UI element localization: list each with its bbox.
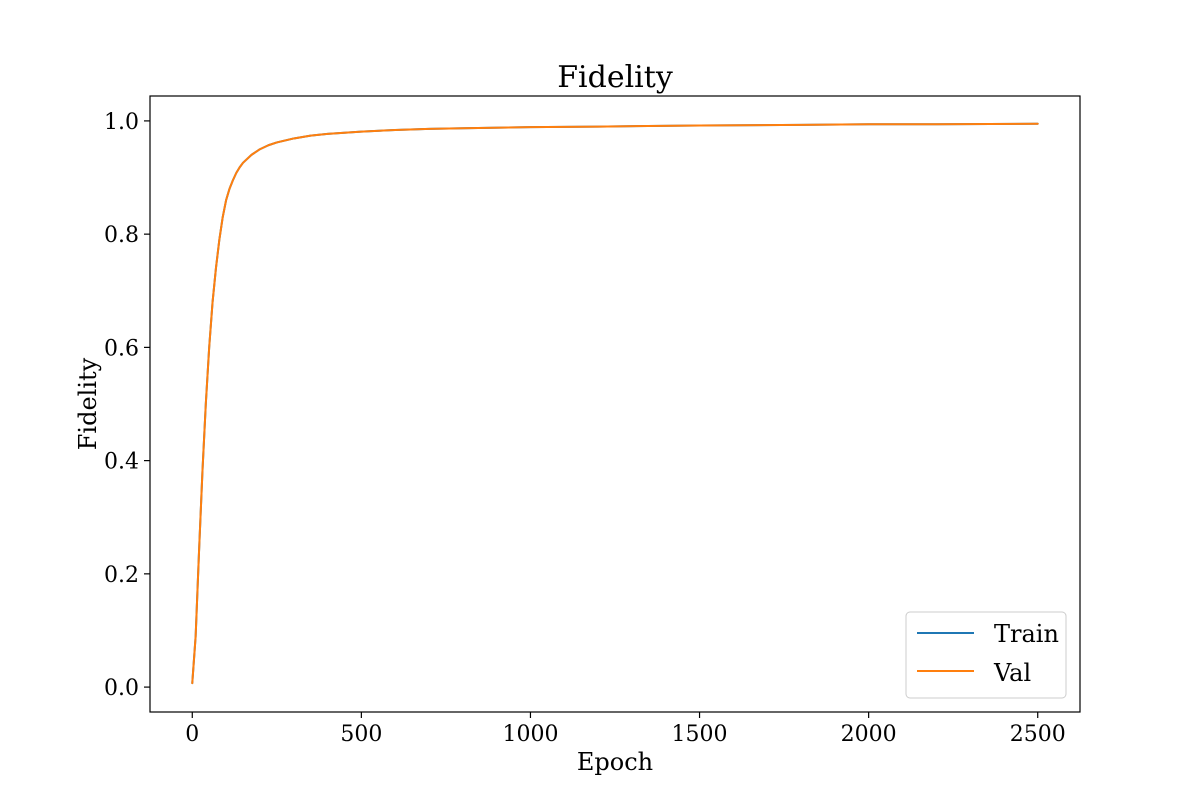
series-line-val	[191, 122, 1039, 685]
y-tick-label: 1.0	[104, 110, 139, 135]
legend: Train Val	[905, 611, 1067, 699]
y-axis: 0.0 0.2 0.4 0.6 0.8 1.0	[104, 110, 150, 701]
x-axis-label: Epoch	[577, 748, 653, 776]
y-tick-label: 0.2	[104, 563, 139, 588]
legend-label-train: Train	[994, 620, 1059, 648]
y-tick-label: 0.8	[104, 223, 139, 248]
chart-title: Fidelity	[557, 60, 673, 95]
x-tick-label: 2000	[841, 722, 897, 747]
y-axis-label: Fidelity	[74, 357, 102, 450]
x-tick-label: 1000	[502, 722, 558, 747]
y-tick-label: 0.6	[104, 336, 139, 361]
y-tick-label: 0.0	[104, 676, 139, 701]
legend-label-val: Val	[993, 659, 1031, 687]
x-tick-label: 2500	[1010, 722, 1066, 747]
y-tick-label: 0.4	[104, 450, 139, 475]
x-tick-label: 1500	[672, 722, 728, 747]
x-tick-label: 500	[340, 722, 382, 747]
x-axis: 0 500 1000 1500 2000 2500	[185, 712, 1066, 747]
plot-area	[191, 122, 1039, 685]
x-tick-label: 0	[185, 722, 199, 747]
plot-frame	[149, 95, 1081, 713]
